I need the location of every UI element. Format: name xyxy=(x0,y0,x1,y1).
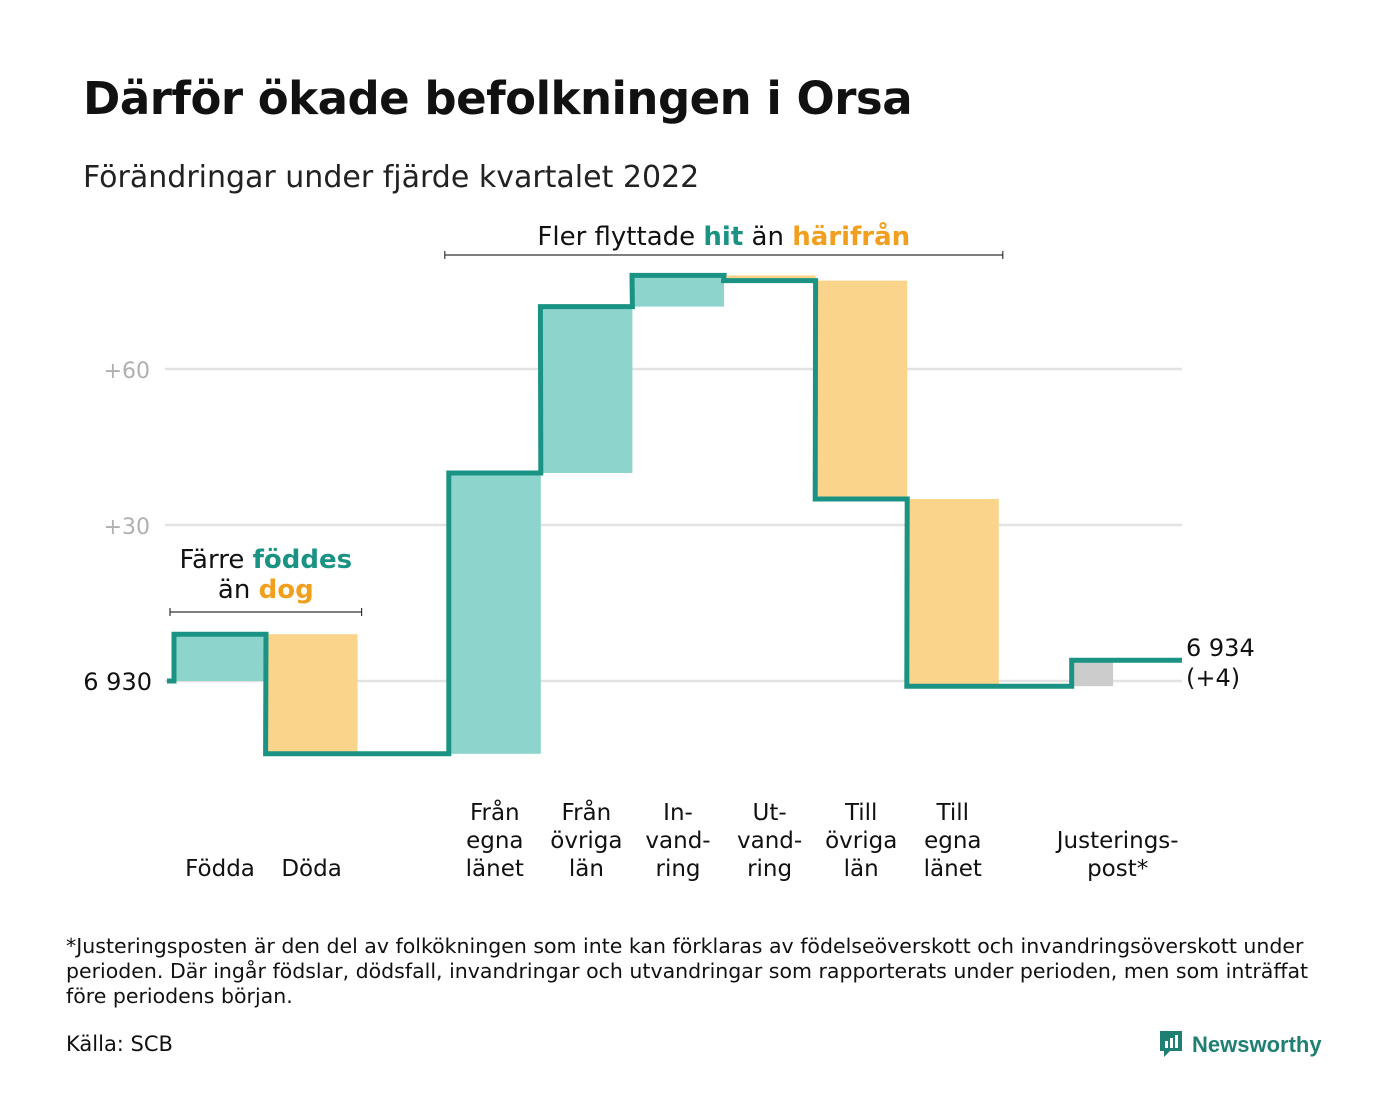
bar-increase xyxy=(448,473,541,754)
bar-adjustment xyxy=(1071,660,1114,687)
bar-increase xyxy=(540,306,633,473)
bar-increase xyxy=(174,634,266,681)
end-change: (+4) xyxy=(1186,664,1240,692)
y-tick-label: +60 xyxy=(104,359,150,384)
category-label: Födda xyxy=(185,856,255,882)
category-label: Från egna länet xyxy=(466,798,524,882)
bars xyxy=(174,275,1114,754)
end-value: 6 934 xyxy=(1186,634,1255,662)
chart-title: Därför ökade befolkningen i Orsa xyxy=(83,72,913,125)
end-value-label: 6 934 (+4) xyxy=(1186,634,1255,692)
category-labels: Födda Döda Från egna länet Från övriga län In-va… xyxy=(185,798,1178,882)
category-label: Ut-vand-ring xyxy=(737,800,802,882)
newsworthy-logo-icon xyxy=(1160,1031,1182,1057)
y-tick-label: +30 xyxy=(104,515,150,540)
waterfall-chart: 6 930 +30 +60 6 934 (+4) Födda Döda Från egna l… xyxy=(83,220,1255,882)
chart-subtitle: Förändringar under fjärde kvartalet 2022 xyxy=(83,160,700,195)
bar-decrease xyxy=(815,280,908,499)
bar-increase xyxy=(632,275,724,307)
bar-decrease xyxy=(265,634,358,754)
annotation-text: Färre föddes xyxy=(179,545,352,575)
annotation-text: än dog xyxy=(218,575,314,605)
category-label: Justerings-post* xyxy=(1055,828,1179,882)
category-label: In-vand-ring xyxy=(645,800,710,882)
category-label: Till egna länet xyxy=(924,800,982,882)
brand-name: Newsworthy xyxy=(1192,1032,1322,1057)
cumulative-step-line xyxy=(167,272,1182,757)
source-label: Källa: SCB xyxy=(66,1032,173,1056)
category-label: Till övriga län xyxy=(825,800,897,882)
bar-decrease xyxy=(906,499,999,687)
category-label: Döda xyxy=(281,856,341,882)
step-line-layer: 6 934 (+4) xyxy=(167,272,1255,757)
footnote: *Justeringsposten är den del av folkökni… xyxy=(66,934,1309,1008)
start-value-label: 6 930 xyxy=(83,668,152,696)
bar-decrease xyxy=(723,275,816,281)
category-label: Från övriga län xyxy=(550,798,622,882)
annotation-text: Fler flyttade hit än härifrån xyxy=(537,220,910,252)
brand: Newsworthy xyxy=(1158,1028,1322,1062)
